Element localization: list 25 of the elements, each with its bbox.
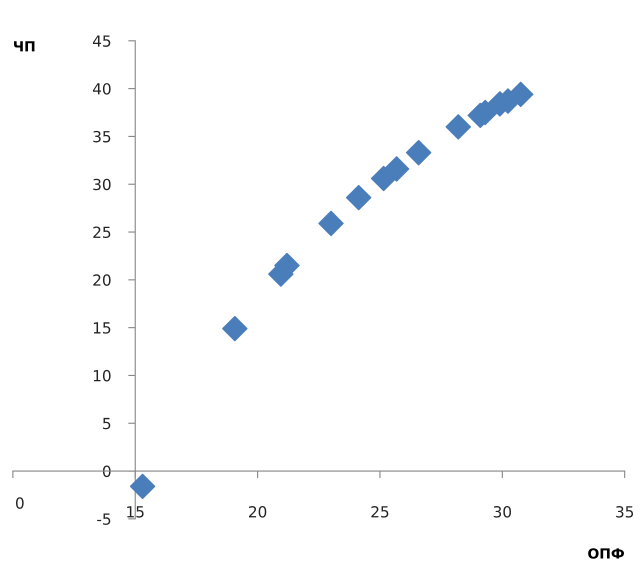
y-tick-label: 40 bbox=[92, 83, 111, 95]
x-tick-label: 35 bbox=[616, 506, 634, 518]
point bbox=[406, 140, 432, 166]
y-axis-title: ЧП bbox=[14, 41, 34, 52]
point bbox=[222, 316, 248, 342]
y-tick-label: 15 bbox=[94, 322, 110, 334]
y-tick-label: 35 bbox=[93, 130, 110, 142]
x-tick-label: 20 bbox=[249, 506, 266, 518]
point bbox=[130, 474, 156, 500]
y-tick-label: 20 bbox=[93, 274, 111, 286]
y-tick-label: 30 bbox=[93, 178, 111, 190]
x-tick-label: 15 bbox=[127, 506, 144, 518]
point bbox=[384, 156, 410, 182]
x-tick-label: 25 bbox=[371, 506, 388, 518]
y-tick-label: -5 bbox=[97, 514, 110, 525]
y-tick-label: 10 bbox=[94, 370, 111, 382]
point bbox=[318, 210, 344, 236]
point bbox=[346, 184, 372, 210]
y-tick-label: 45 bbox=[92, 35, 110, 47]
x-axis-title: ОПФ bbox=[588, 548, 624, 559]
annotation: 0 bbox=[16, 497, 24, 509]
point bbox=[446, 114, 471, 140]
y-tick-label: 25 bbox=[93, 226, 110, 238]
y-tick-label: 5 bbox=[103, 418, 110, 430]
x-tick-label: 30 bbox=[494, 506, 512, 518]
